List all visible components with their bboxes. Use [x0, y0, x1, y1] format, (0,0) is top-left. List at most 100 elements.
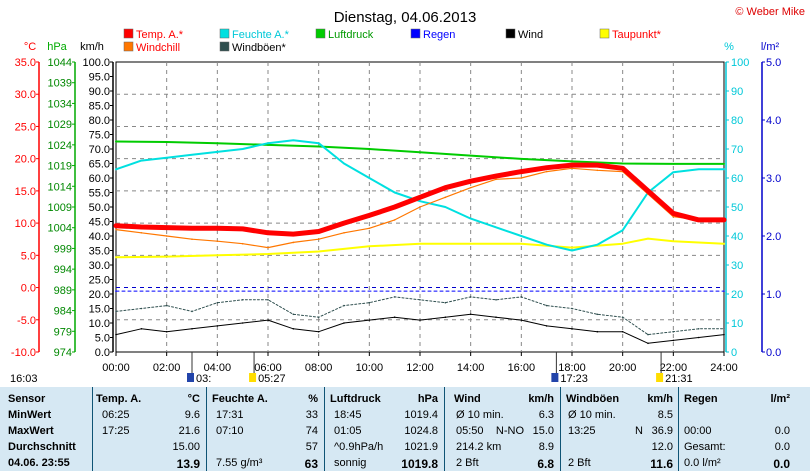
data-point — [469, 154, 472, 157]
data-point — [140, 231, 143, 234]
data-point — [647, 237, 649, 240]
data-point — [520, 177, 523, 179]
data-point — [216, 325, 219, 327]
rain-value: 0.0 — [774, 441, 790, 453]
data-point — [596, 169, 599, 172]
axis-tick-label: 30.0 — [89, 260, 110, 272]
data-point — [495, 316, 497, 319]
data-point — [571, 328, 573, 330]
axis-tick-label: 75.0 — [89, 130, 110, 142]
axis-tick-label: 90.0 — [89, 86, 110, 98]
data-point — [697, 336, 700, 339]
data-point — [393, 296, 396, 298]
data-point — [393, 219, 396, 221]
data-point — [165, 304, 168, 307]
axis-tick-label: 979 — [54, 326, 72, 338]
column-separator — [206, 387, 207, 471]
data-point — [697, 219, 700, 221]
data-point — [469, 186, 472, 189]
axis-tick-label: 3.0 — [766, 173, 781, 185]
axis-unit-label: % — [724, 41, 734, 53]
axis-tick-label: 50 — [731, 202, 743, 214]
axis-tick-label: 994 — [54, 264, 72, 276]
data-point — [545, 304, 548, 307]
axis-tick-label: 1034 — [48, 98, 72, 110]
data-point — [672, 163, 675, 165]
data-point — [216, 240, 219, 242]
axis-tick-label: 70.0 — [89, 144, 110, 156]
row-label: 04.06. 23:55 — [8, 457, 70, 469]
data-point — [343, 162, 345, 165]
data-point — [545, 166, 548, 169]
pressure-value: 1019.4 — [404, 409, 438, 421]
data-point — [292, 139, 295, 142]
data-point — [216, 301, 219, 304]
pressure-time: 01:05 — [334, 425, 362, 437]
sunrise-icon — [249, 373, 257, 382]
x-tick-label: 16:00 — [508, 362, 536, 374]
data-point — [621, 242, 624, 245]
x-tick-label: 08:00 — [305, 362, 333, 374]
column-separator — [92, 387, 93, 471]
axis-tick-label: 70 — [731, 144, 743, 156]
data-point — [469, 180, 472, 183]
data-point — [368, 214, 371, 217]
axis-tick-label: 65.0 — [89, 159, 110, 171]
data-point — [267, 142, 269, 144]
data-point — [140, 307, 143, 310]
grid-lines — [116, 62, 724, 352]
data-point — [115, 310, 117, 313]
x-tick-label: 06:00 — [254, 362, 282, 374]
axis-tick-label: 984 — [54, 306, 72, 318]
x-tick-label: 22:00 — [660, 362, 688, 374]
axis-tick-label: 974 — [54, 347, 72, 359]
axis-tick-label: 5.0 — [95, 333, 110, 345]
data-point — [191, 238, 193, 241]
data-point — [165, 330, 168, 333]
axis-tick-label: 25.0 — [89, 275, 110, 287]
axis-tick-label: 989 — [54, 285, 72, 297]
data-point — [697, 328, 700, 330]
wind-label: 2 Bft — [456, 457, 479, 469]
data-point — [191, 310, 193, 313]
data-point — [697, 168, 700, 171]
credit-text: © Weber Mike — [735, 6, 805, 18]
gust-label: Ø 10 min. — [568, 409, 616, 421]
pressure-time: sonnig — [334, 457, 367, 469]
table-body-background — [0, 387, 810, 471]
axis-tick-label: 45.0 — [89, 217, 110, 229]
data-point — [419, 206, 421, 208]
legend: Temp. A.* Feuchte A.* Luftdruck Regen Wind Ta… — [123, 28, 662, 54]
axis-unit-label: km/h — [80, 41, 104, 53]
legend-label: Temp. A.* — [136, 29, 184, 41]
x-tick-label: 24:00 — [710, 362, 738, 374]
axis-unit-label: °C — [24, 41, 36, 53]
data-point — [165, 156, 168, 159]
time-footer: 16:03 03: 05:27 17:23 21:31 — [10, 352, 693, 385]
axis-tick-label: 100.0 — [82, 57, 110, 69]
data-point — [343, 231, 345, 234]
gust-label: 13:25 — [568, 425, 596, 437]
wind-direction: N-NO — [495, 425, 524, 437]
axis-tick-label: 60.0 — [89, 173, 110, 185]
data-point — [343, 222, 345, 224]
data-point — [241, 322, 244, 324]
data-point — [419, 299, 421, 301]
wind-label: Ø 10 min. — [456, 409, 504, 421]
legend-swatch — [599, 28, 610, 39]
column-header: Sensor — [8, 393, 46, 405]
row-label: MinWert — [8, 409, 52, 421]
data-point — [241, 228, 244, 230]
axis-tick-label: 2.0 — [766, 231, 781, 243]
data-point — [115, 290, 117, 292]
data-point — [647, 342, 649, 345]
data-point — [520, 170, 523, 173]
data-point — [368, 245, 371, 248]
axis-tick-label: 85.0 — [89, 101, 110, 113]
data-point — [216, 227, 219, 230]
data-point — [292, 233, 295, 235]
axis-tick-label: 20.0 — [89, 289, 110, 301]
axis-tick-label: 20 — [731, 289, 743, 301]
column-header: Regen — [684, 393, 718, 405]
data-point — [241, 148, 244, 150]
